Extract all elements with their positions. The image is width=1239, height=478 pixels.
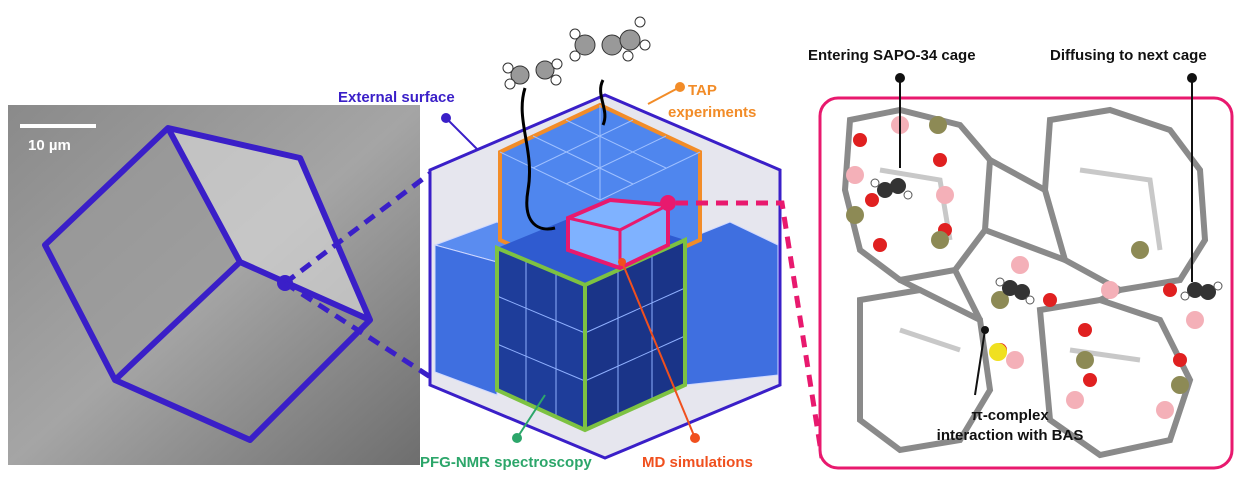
sem-panel: 10 µm (8, 105, 420, 465)
dot (618, 258, 626, 266)
zoom-lines (676, 200, 825, 459)
label-pfg-nmr: PFG-NMR spectroscopy (420, 454, 592, 471)
label-tap: experiments (668, 104, 756, 121)
label-diffusing: Diffusing to next cage (1050, 47, 1207, 64)
dot (1187, 73, 1197, 83)
framework (879, 167, 1163, 363)
dot (690, 433, 700, 443)
crystal-face (45, 128, 240, 380)
dot (895, 73, 905, 83)
atoms (846, 116, 1223, 419)
label-entering: Entering SAPO-34 cage (808, 47, 976, 64)
md-box (566, 195, 676, 271)
md-panel (818, 96, 1234, 470)
dot (675, 82, 685, 92)
label-pi-complex: interaction with BAS (937, 427, 1084, 444)
side-cubes (433, 221, 779, 396)
leader (621, 261, 696, 439)
crystal-outline (42, 125, 373, 443)
scale-label: 10 µm (28, 137, 71, 154)
leader (516, 394, 546, 439)
leader (974, 329, 986, 396)
crystal-face (168, 128, 370, 320)
molecules (502, 16, 651, 231)
dot (512, 433, 522, 443)
label-md: MD simulations (642, 454, 753, 471)
label-external-surface: External surface (338, 89, 455, 106)
dot (441, 113, 451, 123)
leader (647, 86, 681, 105)
label-pi-complex: π-complex (971, 407, 1049, 424)
label-tap: TAP (688, 82, 717, 99)
dot (981, 326, 989, 334)
leader (445, 117, 479, 151)
zoom-lines (283, 170, 434, 381)
